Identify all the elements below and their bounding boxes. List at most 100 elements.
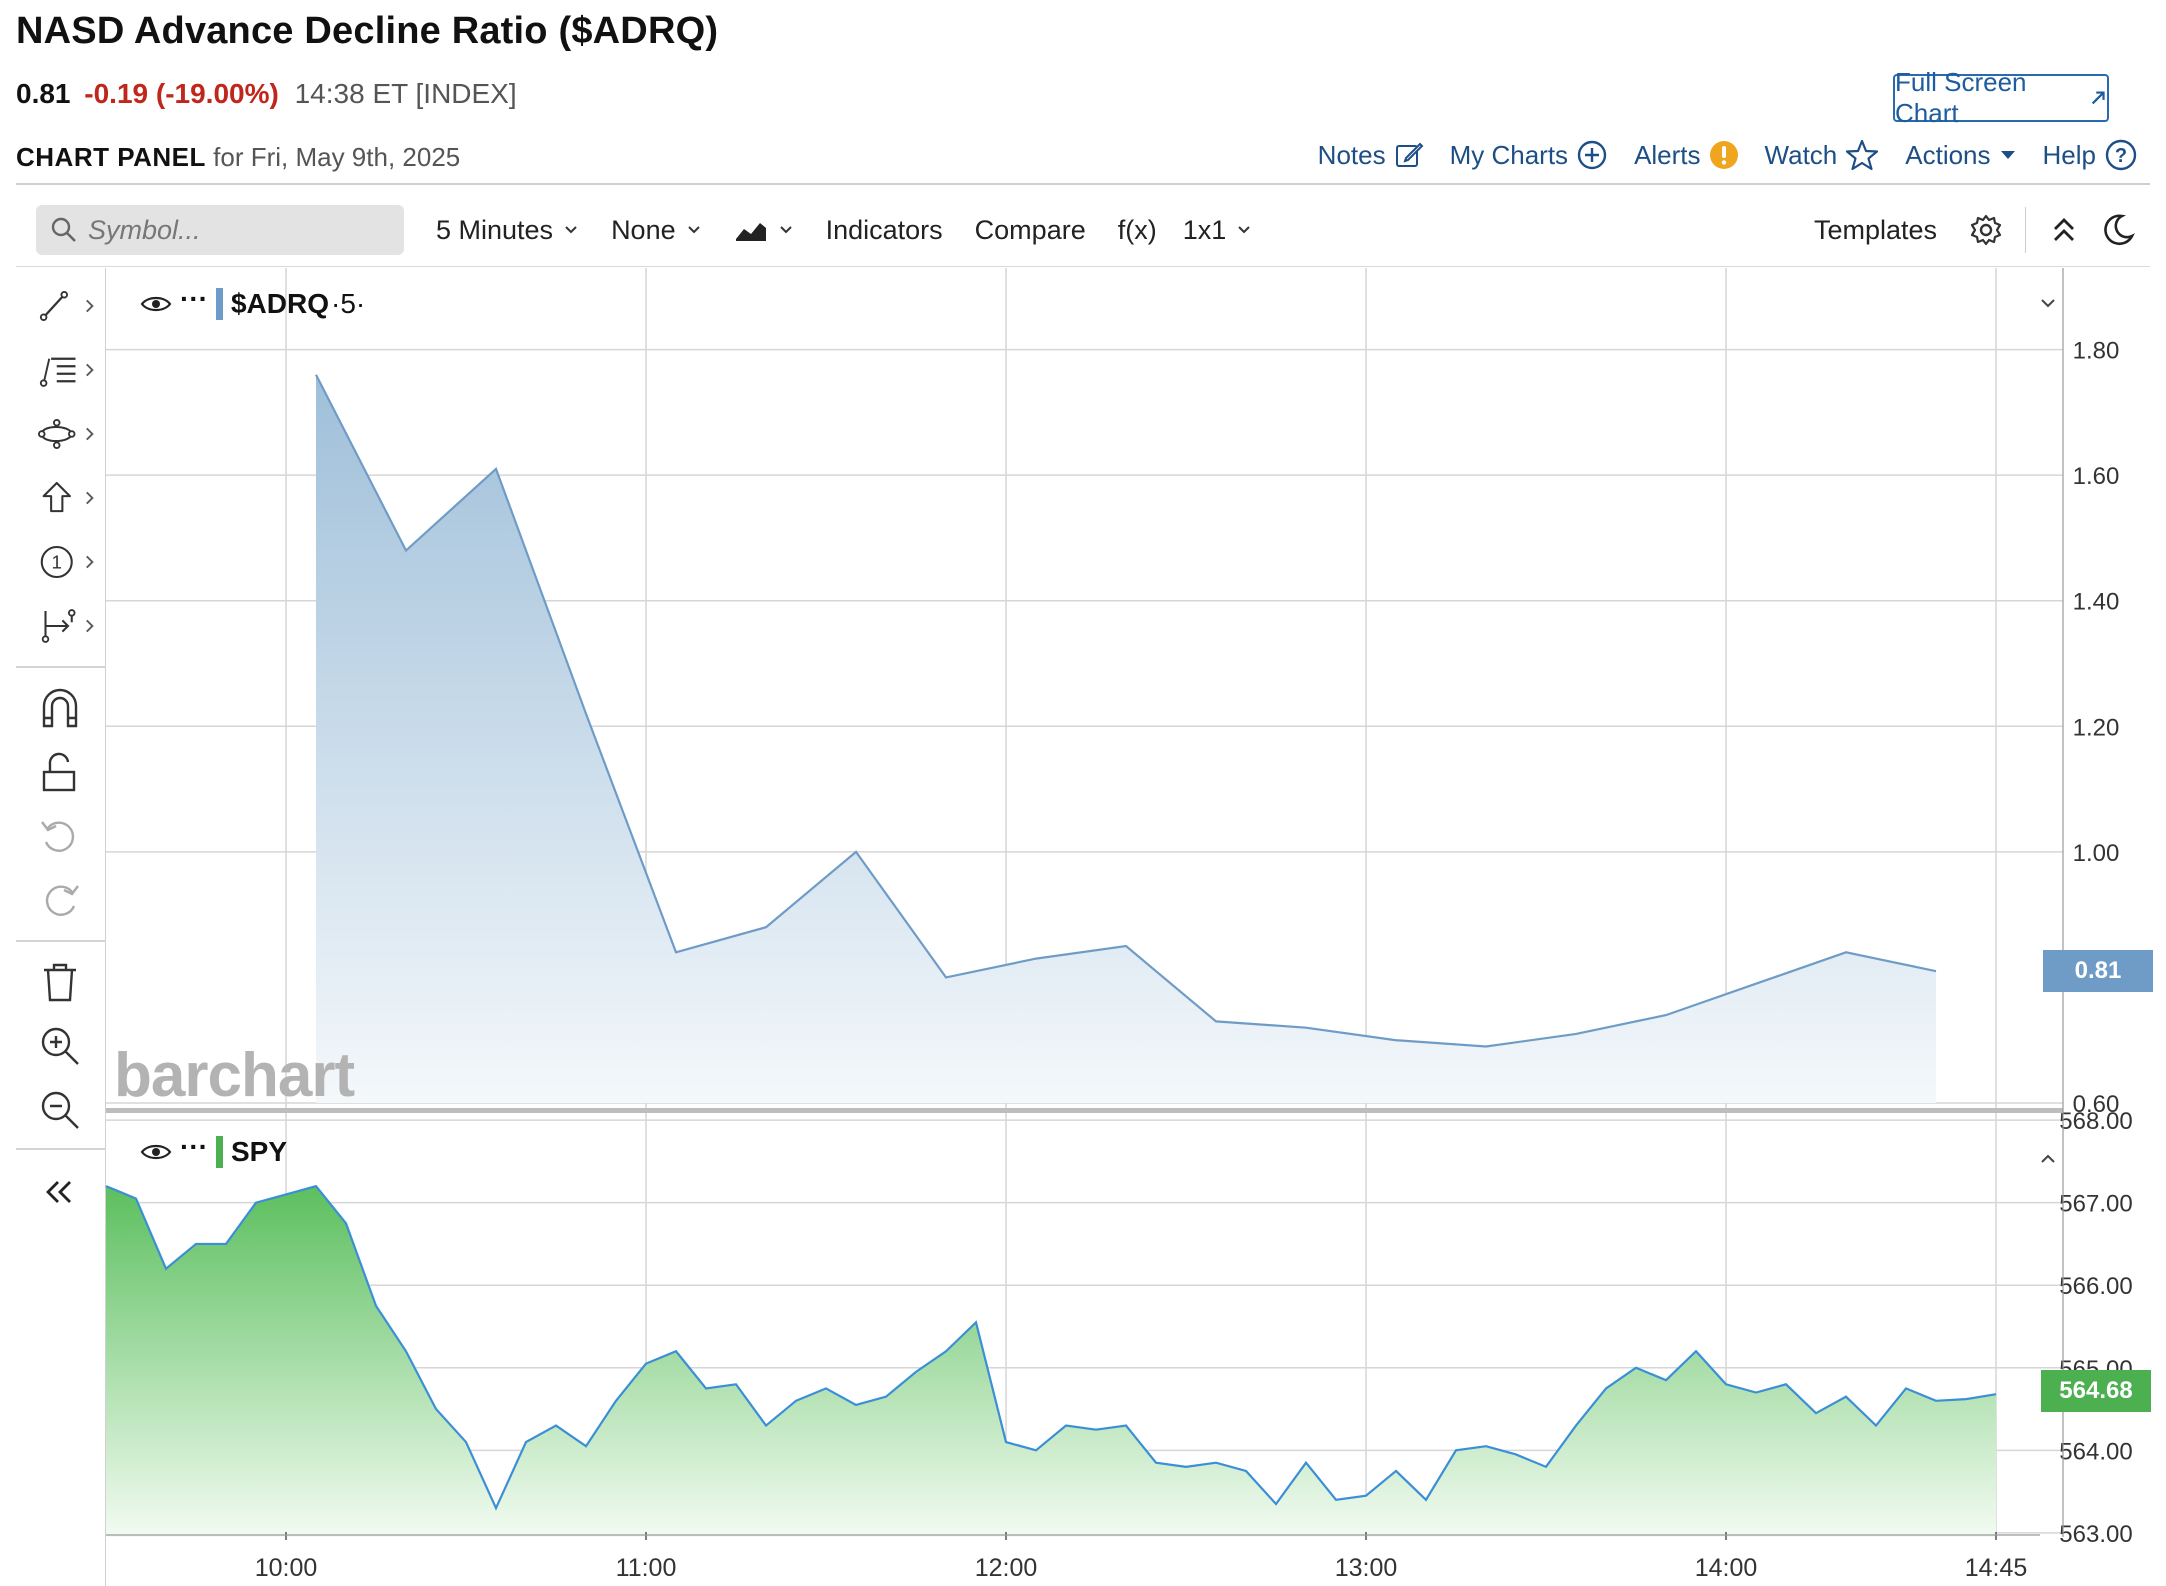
panel-date: for Fri, May 9th, 2025	[213, 142, 461, 172]
undo-icon	[41, 821, 75, 852]
actions-label: Actions	[1905, 139, 1991, 170]
adrq-legend-label: $ADRQ	[230, 288, 329, 319]
moon-icon	[2104, 214, 2135, 246]
fib-tool-icon	[39, 357, 94, 387]
adrq-legend[interactable]: ··· $ADRQ ·5·	[140, 283, 365, 320]
watch-link[interactable]: Watch	[1765, 138, 1880, 172]
chart-type-dropdown[interactable]	[734, 217, 794, 243]
none-dropdown[interactable]: None	[611, 215, 702, 246]
zoom-in-button[interactable]	[38, 1024, 98, 1068]
barchart-watermark: barchart	[114, 1041, 355, 1110]
collapse-tools-button[interactable]	[38, 1170, 98, 1214]
more-icon[interactable]: ···	[180, 1131, 208, 1162]
redo-button[interactable]	[38, 878, 98, 922]
compare-label: Compare	[974, 214, 1086, 245]
magnet-icon	[42, 688, 78, 728]
y-tick-label: 564.00	[2059, 1438, 2132, 1465]
axis-expand-icon[interactable]	[2041, 1154, 2055, 1163]
delete-button[interactable]	[38, 960, 98, 1004]
x-tick-label: 13:00	[1335, 1554, 1398, 1582]
eye-icon[interactable]	[140, 1142, 172, 1162]
last-price: 0.81	[16, 78, 71, 109]
tools-separator	[16, 940, 106, 942]
full-screen-label: Full Screen Chart	[1895, 67, 2027, 128]
external-link-icon	[2091, 91, 2105, 105]
y-tick-label: 567.00	[2059, 1191, 2132, 1218]
pencil-icon	[1395, 142, 1424, 167]
watch-label: Watch	[1764, 139, 1838, 170]
fib-tool[interactable]	[38, 348, 98, 392]
spy-legend[interactable]: ··· SPY	[140, 1131, 288, 1168]
alerts-label: Alerts	[1634, 139, 1701, 170]
star-icon	[1846, 139, 1879, 171]
measure-tool[interactable]	[38, 604, 98, 648]
compare-button[interactable]: Compare	[975, 215, 1086, 246]
shape-tool-icon	[38, 419, 94, 449]
annotation-tool[interactable]: 1	[38, 540, 98, 584]
layout-dropdown[interactable]: 1x1	[1183, 215, 1253, 246]
magnet-tool[interactable]	[38, 686, 98, 730]
svg-text:?: ?	[2115, 145, 2127, 167]
trash-icon	[44, 963, 76, 1002]
quote-time: 14:38 ET [INDEX]	[294, 78, 517, 109]
shape-tool[interactable]	[38, 412, 98, 456]
adrq-last-price-tag: 0.81	[2043, 950, 2153, 992]
tools-divider	[105, 268, 106, 1586]
x-tick-label: 14:00	[1695, 1554, 1758, 1582]
x-tick-label: 14:45	[1965, 1554, 2028, 1582]
notes-link[interactable]: Notes	[1318, 140, 1424, 171]
collapse-up-icon	[2054, 218, 2074, 241]
spy-legend-label: SPY	[230, 1136, 288, 1167]
dark-mode-toggle[interactable]	[2100, 212, 2136, 248]
zoom-out-button[interactable]	[38, 1088, 98, 1132]
plus-circle-icon	[1577, 140, 1607, 170]
caret-down-icon	[2000, 151, 2015, 159]
line-tool[interactable]	[38, 284, 98, 328]
full-screen-chart-button[interactable]: Full Screen Chart	[1893, 67, 2109, 128]
y-tick-label: 1.60	[2073, 463, 2120, 490]
help-link[interactable]: Help ?	[2043, 138, 2138, 172]
fx-button[interactable]: f(x)	[1118, 215, 1157, 246]
y-tick-label: 1.40	[2073, 589, 2120, 616]
actions-menu[interactable]: Actions	[1905, 140, 2016, 171]
page-title: NASD Advance Decline Ratio ($ADRQ)	[16, 10, 719, 52]
notes-label: Notes	[1317, 139, 1386, 170]
more-icon[interactable]: ···	[180, 283, 208, 314]
y-tick-label: 563.00	[2059, 1521, 2132, 1548]
y-tick-label: 0.60	[2073, 1091, 2120, 1118]
arrow-up-icon	[42, 481, 94, 513]
indicators-label: Indicators	[825, 214, 943, 245]
y-tick-label: 568.00	[2059, 1108, 2132, 1135]
chevron-down-icon	[687, 226, 700, 234]
lock-tool[interactable]	[38, 750, 98, 794]
y-tick-label: 1.00	[2073, 840, 2120, 867]
layout-label: 1x1	[1182, 214, 1227, 245]
collapse-button[interactable]	[2050, 215, 2078, 245]
settings-button[interactable]	[1969, 213, 2003, 247]
quote-line: 0.81 -0.19 (-19.00%) 14:38 ET [INDEX]	[16, 78, 517, 110]
symbol-search-input[interactable]: Symbol...	[36, 205, 404, 255]
arrow-tool[interactable]	[38, 476, 98, 520]
panel-separator[interactable]	[106, 1108, 2063, 1113]
my-charts-link[interactable]: My Charts	[1450, 139, 1608, 171]
indicators-button[interactable]: Indicators	[826, 215, 943, 246]
templates-label: Templates	[1813, 214, 1937, 245]
double-chevron-left-icon	[46, 1181, 71, 1203]
chevron-down-icon	[565, 226, 577, 234]
none-label: None	[611, 214, 676, 245]
help-label: Help	[2042, 139, 2096, 170]
eye-icon[interactable]	[140, 294, 172, 314]
interval-label: 5 Minutes	[436, 214, 554, 245]
undo-button[interactable]	[38, 814, 98, 858]
axis-collapse-icon[interactable]	[2041, 299, 2055, 308]
panel-label: CHART PANEL	[16, 142, 206, 172]
alerts-link[interactable]: Alerts	[1634, 140, 1738, 171]
zoom-out-icon	[41, 1091, 79, 1129]
tools-separator	[16, 1148, 106, 1150]
fx-label: f(x)	[1117, 214, 1157, 245]
interval-dropdown[interactable]: 5 Minutes	[436, 215, 579, 246]
measure-icon	[41, 609, 94, 643]
templates-button[interactable]: Templates	[1814, 215, 1937, 246]
redo-icon	[45, 885, 79, 916]
series-color-bar	[215, 288, 223, 320]
